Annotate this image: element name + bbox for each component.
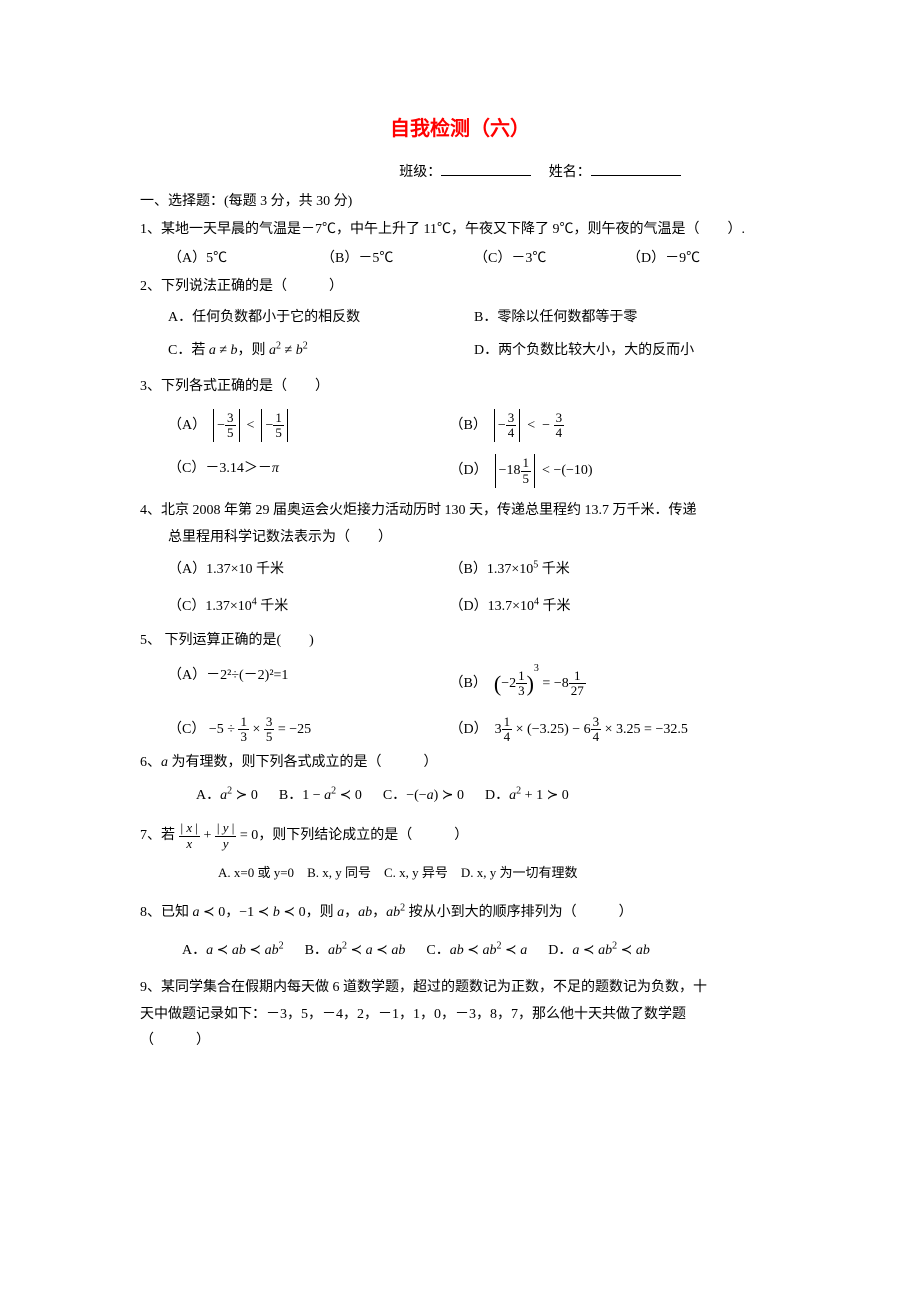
q2-stem: 2、下列说法正确的是（ ）	[140, 274, 780, 301]
q2c-mid: ，则	[238, 343, 270, 358]
q4-row1: （A）1.37×10 千米 （B）1.37×105 千米	[140, 557, 780, 584]
question-3: 3、下列各式正确的是（ ） （A） −35 < −15 （B） −34 < − …	[140, 374, 780, 486]
q2-opt-c: C．若 a ≠ b，则 a2 ≠ b2	[168, 338, 474, 365]
q4-stem-l2: 总里程用科学记数法表示为（ ）	[140, 525, 780, 552]
q4-opt-a: （A）1.37×10 千米	[140, 557, 450, 584]
q3c-label: （C）－3.14＞－	[168, 461, 272, 476]
q4-stem-l1: 4、北京 2008 年第 29 届奥运会火炬接力活动历时 130 天，传递总里程…	[140, 498, 780, 525]
q4-opt-c: （C）1.37×104 千米	[140, 594, 450, 621]
q1-opt-a: （A）5℃	[168, 246, 321, 273]
question-1: 1、某地一天早晨的气温是－7℃，中午上升了 11℃，午夜又下降了 9℃，则午夜的…	[140, 217, 780, 272]
q5-stem: 5、 下列运算正确的是( )	[140, 628, 780, 655]
q4-opt-b: （B）1.37×105 千米	[450, 557, 780, 584]
question-9: 9、某同学集合在假期内每天做 6 道数学题，超过的题数记为正数，不足的题数记为负…	[140, 975, 780, 1055]
q9-l1: 9、某同学集合在假期内每天做 6 道数学题，超过的题数记为正数，不足的题数记为负…	[140, 975, 780, 1002]
q8-opt-a: A．a ≺ ab ≺ ab2	[182, 938, 284, 965]
q7-opt-d: D. x, y 为一切有理数	[461, 861, 578, 886]
q8-opt-c: C．ab ≺ ab2 ≺ a	[426, 938, 527, 965]
q7-opt-a: A. x=0 或 y=0	[218, 861, 294, 886]
q5c-label: （C）	[168, 722, 205, 737]
name-blank[interactable]	[591, 161, 681, 176]
q3-row1: （A） −35 < −15 （B） −34 < − 34	[140, 411, 780, 441]
class-blank[interactable]	[441, 161, 531, 176]
q6-pre: 6、	[140, 755, 161, 770]
q5-row1: （A）－2²÷(－2)²=1 （B） (−213)3 = −8127	[140, 663, 780, 705]
name-label: 姓名：	[549, 165, 591, 180]
q1-opt-c: （C）－3℃	[474, 246, 627, 273]
section-1-heading: 一、选择题：(每题 3 分，共 30 分)	[140, 189, 780, 216]
q1-options: （A）5℃ （B）－5℃ （C）－3℃ （D）－9℃	[140, 246, 780, 273]
q5-opt-d: （D） 314 × (−3.25) − 634 × 3.25 = −32.5	[450, 715, 780, 745]
question-4: 4、北京 2008 年第 29 届奥运会火炬接力活动历时 130 天，传递总里程…	[140, 498, 780, 620]
question-2: 2、下列说法正确的是（ ） A．任何负数都小于它的相反数 B．零除以任何数都等于…	[140, 274, 780, 364]
q5-opt-b: （B） (−213)3 = −8127	[450, 663, 780, 705]
q5-opt-c: （C） −5 ÷ 13 × 35 = −25	[140, 715, 450, 745]
q3-opt-c: （C）－3.14＞－π	[140, 456, 450, 486]
question-7: 7、若 | x |x + | y |y = 0，则下列结论成立的是（ ） A. …	[140, 821, 780, 885]
q6-opt-b: B．1 − a2 ≺ 0	[279, 783, 362, 810]
page-title: 自我检测（六）	[140, 110, 780, 148]
q5-opt-a: （A）－2²÷(－2)²=1	[140, 663, 450, 705]
q4-row2: （C）1.37×104 千米 （D）13.7×104 千米	[140, 594, 780, 621]
q7-pre: 7、若	[140, 829, 179, 844]
q8-opt-d: D．a ≺ ab2 ≺ ab	[548, 938, 650, 965]
q8-post: 按从小到大的顺序排列为（ ）	[405, 905, 633, 920]
q6-opt-c: C．−(−a) ≻ 0	[383, 783, 464, 810]
q5b-label: （B）	[450, 676, 487, 691]
class-label: 班级：	[399, 165, 441, 180]
q8-pre: 8、已知	[140, 905, 193, 920]
q3-opt-d: （D） −1815 < −(−10)	[450, 456, 780, 486]
q9-l3: （ ）	[140, 1028, 780, 1055]
q2-row2: C．若 a ≠ b，则 a2 ≠ b2 D．两个负数比较大小，大的反而小	[140, 338, 780, 365]
q4-opt-d: （D）13.7×104 千米	[450, 594, 780, 621]
q3b-label: （B）	[450, 418, 487, 433]
q6-stem: 6、a 为有理数，则下列各式成立的是（ ）	[140, 750, 780, 777]
q3-opt-a: （A） −35 < −15	[140, 411, 450, 441]
q9-l2: 天中做题记录如下：－3，5，－4，2，－1，1，0，－3，8，7，那么他十天共做…	[140, 1002, 780, 1029]
q2-opt-a: A．任何负数都小于它的相反数	[168, 305, 474, 332]
q1-opt-d: （D）－9℃	[627, 246, 780, 273]
question-8: 8、已知 a ≺ 0，−1 ≺ b ≺ 0，则 a，ab，ab2 按从小到大的顺…	[140, 900, 780, 965]
q7-opt-b: B. x, y 同号	[307, 861, 371, 886]
q7-stem: 7、若 | x |x + | y |y = 0，则下列结论成立的是（ ）	[140, 821, 780, 851]
q3a-label: （A）	[168, 418, 206, 433]
q2-opt-d: D．两个负数比较大小，大的反而小	[474, 338, 780, 365]
q6-options: A．a2 ≻ 0 B．1 − a2 ≺ 0 C．−(−a) ≻ 0 D．a2 +…	[140, 783, 780, 810]
q3-stem: 3、下列各式正确的是（ ）	[140, 374, 780, 401]
q8-opt-b: B．ab2 ≺ a ≺ ab	[305, 938, 406, 965]
q3-opt-b: （B） −34 < − 34	[450, 411, 780, 441]
q2c-pre: C．若	[168, 343, 209, 358]
q7-opt-c: C. x, y 异号	[384, 861, 448, 886]
q1-opt-b: （B）－5℃	[321, 246, 474, 273]
q3-row2: （C）－3.14＞－π （D） −1815 < −(−10)	[140, 456, 780, 486]
q2-row1: A．任何负数都小于它的相反数 B．零除以任何数都等于零	[140, 305, 780, 332]
q1-stem: 1、某地一天早晨的气温是－7℃，中午上升了 11℃，午夜又下降了 9℃，则午夜的…	[140, 217, 780, 244]
question-5: 5、 下列运算正确的是( ) （A）－2²÷(－2)²=1 （B） (−213)…	[140, 628, 780, 744]
q3d-label: （D）	[450, 463, 488, 478]
q6-opt-a: A．a2 ≻ 0	[196, 783, 258, 810]
question-6: 6、a 为有理数，则下列各式成立的是（ ） A．a2 ≻ 0 B．1 − a2 …	[140, 750, 780, 809]
q6-mid: 为有理数，则下列各式成立的是（ ）	[168, 755, 438, 770]
q7-post: ，则下列结论成立的是（ ）	[258, 829, 468, 844]
q5d-label: （D）	[450, 722, 488, 737]
q8-options: A．a ≺ ab ≺ ab2 B．ab2 ≺ a ≺ ab C．ab ≺ ab2…	[140, 938, 780, 965]
class-name-line: 班级： 姓名：	[140, 160, 780, 187]
q8-stem: 8、已知 a ≺ 0，−1 ≺ b ≺ 0，则 a，ab，ab2 按从小到大的顺…	[140, 900, 780, 927]
q5-row2: （C） −5 ÷ 13 × 35 = −25 （D） 314 × (−3.25)…	[140, 715, 780, 745]
q6-opt-d: D．a2 + 1 ≻ 0	[485, 783, 569, 810]
q2-opt-b: B．零除以任何数都等于零	[474, 305, 780, 332]
q7-options: A. x=0 或 y=0 B. x, y 同号 C. x, y 异号 D. x,…	[140, 861, 780, 886]
